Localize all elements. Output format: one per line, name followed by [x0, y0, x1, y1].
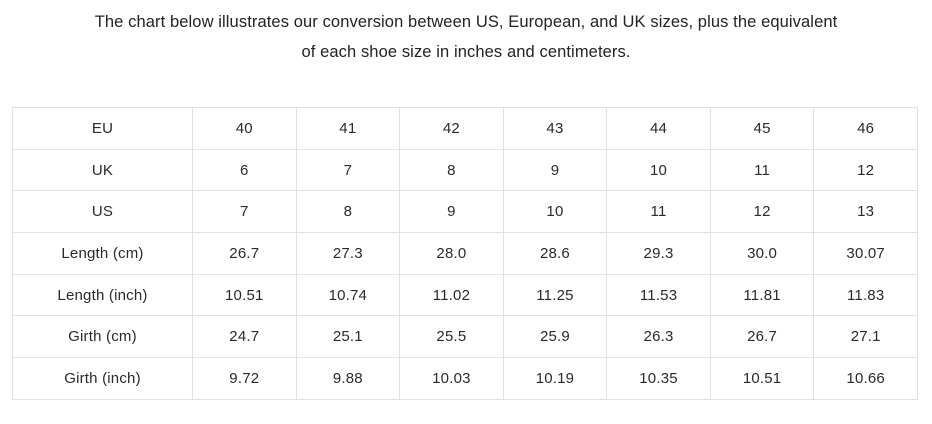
- intro-paragraph: The chart below illustrates our conversi…: [0, 0, 932, 67]
- row-header-eu: EU: [12, 107, 193, 150]
- intro-text-line-1: The chart below illustrates our conversi…: [94, 13, 838, 31]
- table-cell: 6: [192, 148, 297, 192]
- table-cell: 7: [192, 190, 297, 234]
- intro-text-line-2: of each shoe size in inches and centimet…: [301, 43, 631, 61]
- table-cell: 26.7: [192, 232, 297, 275]
- table-cell: 27.1: [813, 315, 918, 359]
- table-cell: 10.74: [295, 273, 401, 317]
- table-cell: 25.1: [295, 315, 401, 359]
- row-header-length-inch: Length (inch): [12, 273, 193, 317]
- table-cell: 45: [709, 107, 815, 150]
- table-cell: 44: [606, 107, 711, 150]
- table-cell: 10: [502, 190, 608, 234]
- table-cell: 10.19: [502, 357, 608, 400]
- table-cell: 10.03: [399, 357, 504, 400]
- table-row-uk: UK 6 7 8 9 10 11 12: [12, 148, 918, 192]
- table-cell: 10.51: [709, 357, 815, 400]
- table-cell: 40: [192, 107, 297, 150]
- table-cell: 11.25: [502, 273, 608, 317]
- table-cell: 10: [606, 148, 711, 192]
- table-cell: 42: [399, 107, 504, 150]
- row-header-girth-inch: Girth (inch): [12, 357, 193, 400]
- table-row-us: US 7 8 9 10 11 12 13: [12, 190, 918, 234]
- table-row-girth-cm: Girth (cm) 24.7 25.1 25.5 25.9 26.3 26.7…: [12, 315, 918, 359]
- row-header-uk: UK: [12, 148, 193, 192]
- table-cell: 9.88: [295, 357, 401, 400]
- table-cell: 28.0: [399, 232, 504, 275]
- table-cell: 12: [709, 190, 815, 234]
- table-cell: 10.35: [606, 357, 711, 400]
- row-header-girth-cm: Girth (cm): [12, 315, 193, 359]
- table-cell: 8: [295, 190, 401, 234]
- table-cell: 41: [295, 107, 401, 150]
- table-cell: 11: [709, 148, 815, 192]
- table-cell: 10.66: [813, 357, 918, 400]
- table-cell: 11: [606, 190, 711, 234]
- size-conversion-table: EU 40 41 42 43 44 45 46 UK 6 7 8 9 10 11…: [12, 107, 918, 400]
- table-cell: 27.3: [295, 232, 401, 275]
- table-cell: 11.53: [606, 273, 711, 317]
- table-cell: 46: [813, 107, 918, 150]
- table-cell: 25.5: [399, 315, 504, 359]
- table-cell: 25.9: [502, 315, 608, 359]
- table-cell: 12: [813, 148, 918, 192]
- table-cell: 7: [295, 148, 401, 192]
- table-cell: 30.07: [813, 232, 918, 275]
- table-cell: 26.3: [606, 315, 711, 359]
- table-cell: 10.51: [192, 273, 297, 317]
- table-row-girth-inch: Girth (inch) 9.72 9.88 10.03 10.19 10.35…: [12, 357, 918, 400]
- table-cell: 13: [813, 190, 918, 234]
- row-header-us: US: [12, 190, 193, 234]
- table-cell: 28.6: [502, 232, 608, 275]
- table-cell: 30.0: [709, 232, 815, 275]
- table-cell: 9: [502, 148, 608, 192]
- row-header-length-cm: Length (cm): [12, 232, 193, 275]
- table-row-length-inch: Length (inch) 10.51 10.74 11.02 11.25 11…: [12, 273, 918, 317]
- table-cell: 26.7: [709, 315, 815, 359]
- table-cell: 11.81: [709, 273, 815, 317]
- table-row-eu: EU 40 41 42 43 44 45 46: [12, 107, 918, 150]
- table-cell: 9: [399, 190, 504, 234]
- table-cell: 11.02: [399, 273, 504, 317]
- table-cell: 9.72: [192, 357, 297, 400]
- table-cell: 43: [502, 107, 608, 150]
- table-row-length-cm: Length (cm) 26.7 27.3 28.0 28.6 29.3 30.…: [12, 232, 918, 275]
- table-cell: 29.3: [606, 232, 711, 275]
- table-cell: 24.7: [192, 315, 297, 359]
- table-cell: 8: [399, 148, 504, 192]
- table-cell: 11.83: [813, 273, 918, 317]
